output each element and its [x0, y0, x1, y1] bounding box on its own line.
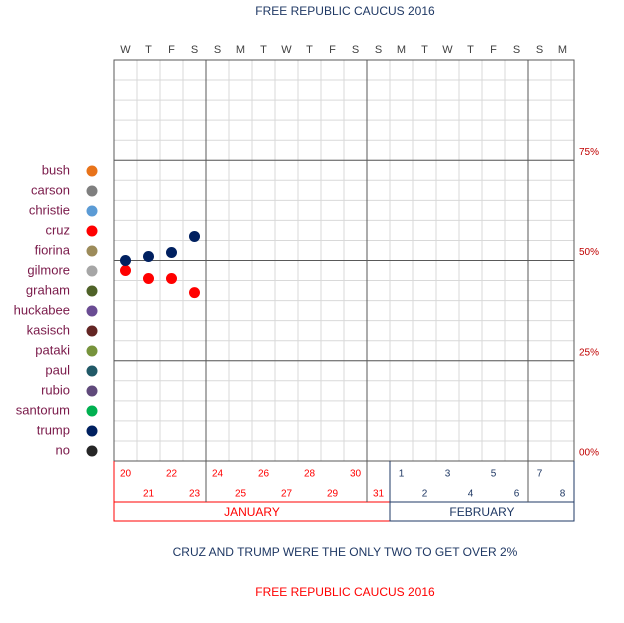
legend-marker: [86, 265, 98, 277]
weekday-label: F: [168, 44, 175, 56]
month-box: [389, 501, 575, 522]
legend-label: pataki: [35, 342, 70, 357]
legend-label: fiorina: [35, 242, 71, 257]
weekday-label: T: [260, 44, 267, 56]
month-label: FEBRUARY: [449, 505, 514, 519]
chart-title: FREE REPUBLIC CAUCUS 2016: [255, 4, 435, 18]
legend-marker: [86, 285, 98, 297]
weekday-label: W: [120, 44, 131, 56]
legend-marker: [86, 425, 98, 437]
dot: [120, 255, 131, 266]
plot-frame: [113, 59, 575, 462]
legend-label: carson: [31, 182, 70, 197]
legend-label: cruz: [45, 222, 70, 237]
weekday-label: F: [329, 44, 336, 56]
x-tick-label: 4: [468, 489, 474, 500]
legend-label: rubio: [41, 382, 70, 397]
x-tick-label: 3: [445, 469, 451, 480]
dot: [143, 250, 154, 262]
legend-label: christie: [29, 202, 70, 217]
x-tick-label: 31: [373, 489, 385, 500]
x-tick-label: 20: [120, 469, 132, 480]
weekday-label: S: [513, 44, 520, 56]
x-tick-label: 23: [189, 489, 201, 500]
legend-label: paul: [45, 362, 70, 377]
x-tick-label: 29: [327, 489, 339, 500]
dot: [120, 265, 131, 277]
weekday-label: T: [421, 44, 428, 56]
legend-label: graham: [26, 282, 70, 297]
x-tick-label: 24: [212, 469, 224, 480]
legend-label: santorum: [16, 402, 70, 417]
x-tick-label: 7: [537, 469, 543, 480]
x-tick-label: 28: [304, 469, 316, 480]
x-tick-label: 5: [491, 469, 497, 480]
weekday-label: T: [467, 44, 474, 56]
legend-label: huckabee: [14, 302, 70, 317]
weekday-label: W: [442, 44, 453, 56]
legend-label: bush: [42, 162, 70, 177]
weekday-label: T: [306, 44, 313, 56]
x-tick-label: 27: [281, 489, 293, 500]
legend-marker: [86, 365, 98, 377]
weekday-label: M: [236, 44, 245, 56]
y-tick-label: 25%: [579, 347, 599, 358]
legend-label: gilmore: [27, 262, 70, 277]
legend-marker: [86, 305, 98, 317]
legend-marker: [86, 225, 98, 237]
x-tick-label: 26: [258, 469, 270, 480]
dot: [166, 273, 177, 285]
legend-marker: [86, 165, 98, 177]
x-tick-label: 22: [166, 469, 178, 480]
x-tick-label: 1: [399, 469, 405, 480]
dot: [189, 230, 200, 242]
legend-marker: [86, 205, 98, 217]
legend-marker: [86, 385, 98, 397]
y-tick-label: 00%: [579, 448, 599, 459]
weekday-label: S: [352, 44, 359, 56]
x-tick-label: 30: [350, 469, 362, 480]
y-tick-label: 50%: [579, 247, 599, 258]
y-tick-label: 75%: [579, 147, 599, 158]
legend-marker: [86, 245, 98, 257]
legend-label: no: [56, 442, 70, 457]
x-tick-label: 6: [514, 489, 520, 500]
month-label: JANUARY: [224, 505, 280, 519]
footer: FREE REPUBLIC CAUCUS 2016: [255, 585, 435, 599]
legend-label: kasisch: [27, 322, 70, 337]
x-tick-label: 8: [560, 489, 566, 500]
x-tick-label: 25: [235, 489, 247, 500]
legend-marker: [86, 345, 98, 357]
weekday-label: T: [145, 44, 152, 56]
x-tick-label: 21: [143, 489, 155, 500]
weekday-label: M: [397, 44, 406, 56]
weekday-label: S: [536, 44, 543, 56]
dot: [166, 246, 177, 258]
legend-marker: [86, 445, 98, 457]
dot: [143, 273, 154, 285]
weekday-label: S: [214, 44, 221, 56]
legend-label: trump: [37, 422, 70, 437]
weekday-label: W: [281, 44, 292, 56]
weekday-label: S: [375, 44, 382, 56]
legend-marker: [86, 325, 98, 337]
weekday-label: F: [490, 44, 497, 56]
weekday-label: S: [191, 44, 198, 56]
legend-marker: [86, 405, 98, 417]
dot: [189, 287, 200, 299]
x-tick-label: 2: [422, 489, 428, 500]
legend-marker: [86, 185, 98, 197]
weekday-label: M: [558, 44, 567, 56]
annotation: CRUZ AND TRUMP WERE THE ONLY TWO TO GET …: [173, 545, 518, 559]
